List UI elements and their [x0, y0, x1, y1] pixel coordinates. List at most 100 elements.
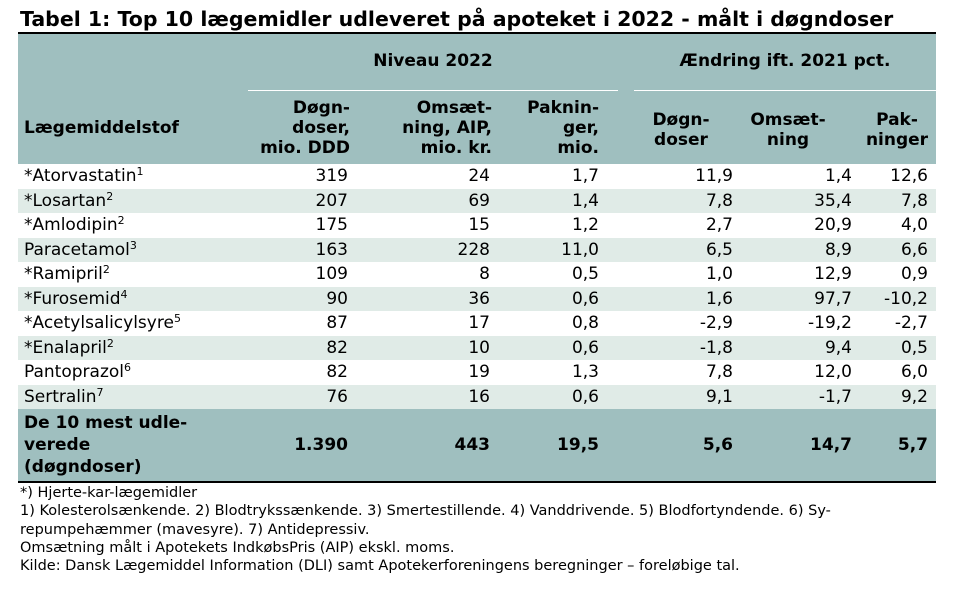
cell-ch-oms: 9,4	[824, 337, 852, 358]
table-row: Pantoprazol6 82 19 1,3 7,8 12,0 6,0	[18, 360, 936, 385]
header-col-aip-line: Omsæt-	[416, 98, 492, 118]
cell-aip: 19	[468, 362, 490, 382]
cell-ddd: 207	[315, 190, 348, 211]
drug-name-text: *Losartan	[24, 190, 107, 211]
header-group-rule-change	[634, 90, 936, 91]
cell-pak: 0,6	[571, 288, 599, 309]
cell-ddd: 82	[326, 337, 348, 358]
header-col-ch-ddd: Døgn- doser	[636, 110, 726, 150]
cell-ddd: 87	[326, 313, 348, 333]
total-label-line: verede	[24, 435, 91, 455]
cell-ddd: 319	[315, 166, 348, 186]
cell-ch-pak: -2,7	[894, 313, 928, 333]
table-total-row: De 10 mest udle- verede (døgndoser) 1.39…	[18, 409, 936, 483]
cell-ddd: 76	[326, 386, 348, 407]
cell-ddd: 109	[315, 264, 348, 284]
cell-ch-oms: 20,9	[814, 215, 852, 235]
header-group-rule-2022	[248, 90, 618, 91]
cell-ddd: 163	[315, 239, 348, 260]
header-col-ch-ddd-line: doser	[654, 130, 708, 150]
drug-footnote-ref: 6	[124, 361, 131, 374]
cell-pak: 1,7	[571, 166, 599, 186]
header-col-ddd: Døgn- doser, mio. DDD	[236, 98, 350, 158]
header-col-ch-oms-line: Omsæt-	[750, 110, 826, 130]
cell-ch-pak: 0,5	[900, 337, 928, 358]
header-col-aip-line: mio. kr.	[420, 138, 492, 158]
total-label-line: De 10 mest udle-	[24, 413, 188, 433]
cell-pak: 0,8	[571, 313, 599, 333]
table-row: *Ramipril2 109 8 0,5 1,0 12,9 0,9	[18, 262, 936, 287]
drug-name: Paracetamol3	[24, 238, 137, 263]
cell-ddd: 90	[326, 288, 348, 309]
cell-aip: 36	[468, 288, 490, 309]
drug-footnote-ref: 2	[106, 189, 114, 203]
table-row: Sertralin7 76 16 0,6 9,1 -1,7 9,2	[18, 384, 936, 409]
cell-ddd: 175	[315, 215, 348, 235]
drug-footnote-ref: 2	[106, 336, 114, 350]
cell-ch-oms: -1,7	[818, 386, 852, 407]
cell-pak: 11,0	[561, 239, 599, 260]
drug-name-text: Pantoprazol	[24, 362, 124, 382]
cell-ch-ddd: 1,6	[705, 288, 733, 309]
cell-ch-oms: 97,7	[814, 288, 852, 309]
header-col-pak-line: Paknin-	[527, 98, 599, 118]
cell-ch-pak: 6,6	[900, 239, 928, 260]
cell-ch-oms: -19,2	[808, 313, 852, 333]
cell-aip: 16	[468, 386, 490, 407]
drug-name: Pantoprazol6	[24, 360, 131, 385]
drug-name-text: *Enalapril	[24, 337, 107, 358]
table-page: Tabel 1: Top 10 lægemidler udleveret på …	[18, 6, 936, 575]
cell-aip: 24	[468, 166, 490, 186]
table-header: Niveau 2022 Ændring ift. 2021 pct. Lægem…	[18, 32, 936, 164]
total-ddd: 1.390	[294, 435, 348, 455]
header-col-aip-line: ning, AIP,	[402, 118, 492, 138]
cell-aip: 69	[468, 190, 490, 211]
cell-ch-ddd: -2,9	[699, 313, 733, 333]
cell-ch-ddd: 9,1	[705, 386, 733, 407]
drug-footnote-ref: 5	[173, 312, 181, 325]
cell-ch-ddd: 11,9	[695, 166, 733, 186]
table-row: *Enalapril2 82 10 0,6 -1,8 9,4 0,5	[18, 335, 936, 361]
table-row: *Acetylsalicylsyre5 87 17 0,8 -2,9 -19,2 -2,7	[18, 311, 936, 336]
cell-pak: 1,2	[571, 215, 599, 235]
header-col-aip: Omsæt- ning, AIP, mio. kr.	[378, 98, 492, 158]
drug-name: *Atorvastatin1	[24, 164, 143, 189]
table-row: Paracetamol3 163 228 11,0 6,5 8,9 6,6	[18, 237, 936, 263]
cell-aip: 10	[468, 337, 490, 358]
drug-name: *Enalapril2	[24, 336, 114, 361]
drug-name-text: Sertralin	[24, 386, 97, 407]
header-col-ddd-line: mio. DDD	[260, 138, 350, 158]
header-col-ch-ddd-line: Døgn-	[652, 110, 710, 130]
cell-ch-pak: -10,2	[884, 288, 928, 309]
cell-ch-pak: 7,8	[900, 190, 928, 211]
cell-ddd: 82	[326, 362, 348, 382]
total-ch-ddd: 5,6	[702, 435, 733, 455]
total-aip: 443	[454, 435, 491, 455]
cell-ch-ddd: 2,7	[705, 215, 733, 235]
drug-footnote-ref: 3	[129, 238, 137, 252]
table-row: *Furosemid4 90 36 0,6 1,6 97,7 -10,2	[18, 286, 936, 311]
cell-ch-oms: 35,4	[814, 190, 852, 211]
cell-ch-oms: 1,4	[824, 166, 852, 186]
cell-ch-oms: 8,9	[824, 239, 852, 260]
note-line: *) Hjerte-kar-lægemidler	[20, 485, 198, 501]
table-notes: *) Hjerte-kar-lægemidler 1) Kolesterolsæ…	[18, 484, 936, 575]
header-col-pak-line: mio.	[557, 138, 599, 158]
drug-name-text: *Acetylsalicylsyre	[24, 313, 174, 333]
cell-ch-oms: 12,0	[814, 362, 852, 382]
cell-ch-ddd: 1,0	[705, 264, 733, 284]
header-col-pak: Paknin- ger, mio.	[498, 98, 599, 158]
cell-pak: 1,4	[571, 190, 599, 211]
cell-ch-ddd: 6,5	[705, 239, 733, 260]
drug-name: *Amlodipin2	[24, 213, 125, 238]
table-row: *Amlodipin2 175 15 1,2 2,7 20,9 4,0	[18, 213, 936, 238]
header-col-name: Lægemiddelstof	[24, 118, 179, 138]
table-title: Tabel 1: Top 10 lægemidler udleveret på …	[20, 7, 894, 31]
header-group-change: Ændring ift. 2021 pct.	[679, 51, 891, 71]
cell-pak: 0,5	[571, 264, 599, 284]
total-label-line: (døgndoser)	[24, 457, 142, 477]
cell-ch-pak: 6,0	[900, 362, 928, 382]
cell-pak: 0,6	[571, 386, 599, 407]
total-ch-oms: 14,7	[810, 435, 852, 455]
cell-aip: 17	[468, 313, 490, 333]
